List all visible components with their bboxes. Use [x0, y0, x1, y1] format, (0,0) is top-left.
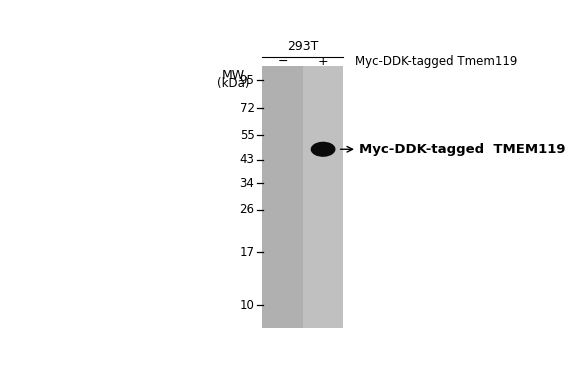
Text: 10: 10	[240, 299, 254, 312]
Text: −: −	[277, 55, 288, 68]
Bar	[262, 66, 343, 328]
Text: 95: 95	[240, 74, 254, 87]
Text: 293T: 293T	[287, 40, 318, 53]
Text: 55: 55	[240, 129, 254, 141]
Text: 34: 34	[240, 177, 254, 190]
Text: (kDa): (kDa)	[217, 77, 249, 90]
Text: 26: 26	[240, 203, 254, 216]
Text: 43: 43	[240, 153, 254, 166]
Text: Myc-DDK-tagged  TMEM119: Myc-DDK-tagged TMEM119	[359, 143, 566, 156]
Text: 17: 17	[240, 246, 254, 259]
Bar	[262, 66, 303, 328]
Text: MW: MW	[221, 69, 244, 82]
Text: Myc-DDK-tagged Tmem119: Myc-DDK-tagged Tmem119	[354, 55, 517, 68]
Text: +: +	[318, 55, 328, 68]
Text: 72: 72	[240, 102, 254, 115]
Ellipse shape	[311, 142, 335, 157]
